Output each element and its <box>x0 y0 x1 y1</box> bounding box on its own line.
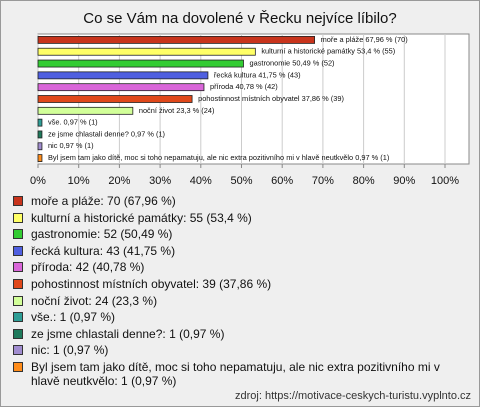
legend-swatch <box>13 295 23 306</box>
x-tick-label: 0% <box>30 175 46 187</box>
x-tick-label: 40% <box>190 175 212 187</box>
bar <box>37 83 205 92</box>
bar-label: vše. 0,97 % (1) <box>48 118 98 127</box>
legend-label: řecká kultura: 43 (41,75 %) <box>31 243 176 258</box>
legend-swatch <box>13 245 23 256</box>
bar <box>37 142 43 151</box>
legend-item: noční život: 24 (23,3 %) <box>13 294 468 308</box>
bar-label: Byl jsem tam jako dítě, moc si toho nepa… <box>48 153 389 162</box>
x-tick-label: 10% <box>68 175 90 187</box>
x-tick-label: 90% <box>393 175 415 187</box>
legend-swatch <box>13 361 23 372</box>
bar <box>37 47 256 56</box>
legend-item: příroda: 42 (40,78 %) <box>13 260 468 274</box>
x-tick-label: 80% <box>353 175 375 187</box>
bar <box>37 106 134 115</box>
legend-label: moře a pláže: 70 (67,96 %) <box>31 194 176 208</box>
legend-swatch <box>13 212 23 223</box>
legend-item: Byl jsem tam jako dítě, moc si toho nepa… <box>13 360 468 388</box>
legend-label: kulturní a historické památky: 55 (53,4 … <box>31 210 252 225</box>
legend-label: gastronomie: 52 (50,49 %) <box>31 227 173 242</box>
legend-swatch <box>13 345 23 356</box>
x-tick-label: 70% <box>312 175 334 187</box>
legend-label: ze jsme chlastali denne?: 1 (0,97 %) <box>31 326 225 341</box>
bar-label: kulturní a historické památky 53,4 % (55… <box>261 47 395 56</box>
bar <box>37 154 43 162</box>
bar <box>37 59 244 68</box>
legend-item: vše.: 1 (0,97 %) <box>13 310 468 324</box>
bar <box>37 36 315 44</box>
legend-label: příroda: 42 (40,78 %) <box>31 260 145 275</box>
legend-item: gastronomie: 52 (50,49 %) <box>13 227 468 241</box>
bar-label: ze jsme chlastali denne? 0,97 % (1) <box>48 129 165 138</box>
legend-label: pohostinnost místních obyvatel: 39 (37,8… <box>31 276 272 291</box>
x-tick-label: 30% <box>149 175 171 187</box>
x-tick-label: 20% <box>108 175 130 187</box>
bar-label: gastronomie 50,49 % (52) <box>249 58 334 67</box>
legend-item: pohostinnost místních obyvatel: 39 (37,8… <box>13 277 468 291</box>
bar-label: nic 0,97 % (1) <box>48 141 94 150</box>
legend-swatch <box>13 229 23 240</box>
legend-swatch <box>13 262 23 273</box>
legend-item: kulturní a historické památky: 55 (53,4 … <box>13 211 468 225</box>
x-tick-label: 50% <box>230 175 252 187</box>
legend-label: nic: 1 (0,97 %) <box>31 343 109 358</box>
bar <box>37 71 209 80</box>
legend-item: nic: 1 (0,97 %) <box>13 343 468 357</box>
legend-label: vše.: 1 (0,97 %) <box>31 310 116 325</box>
bar-label: noční život 23,3 % (24) <box>139 106 215 115</box>
legend-item: řecká kultura: 43 (41,75 %) <box>13 244 468 258</box>
x-tick-label: 60% <box>271 175 293 187</box>
legend-label: Byl jsem tam jako dítě, moc si toho nepa… <box>31 359 440 388</box>
bar-label: pohostinnost místních obyvatel 37,86 % (… <box>198 94 344 103</box>
x-tick-label: 100% <box>431 175 459 187</box>
chart: Co se Vám na dovolené v Řecku nejvíce lí… <box>30 10 470 187</box>
legend: moře a pláže: 70 (67,96 %) kulturní a his… <box>13 194 468 391</box>
legend-label: noční život: 24 (23,3 %) <box>31 293 158 308</box>
legend-item: ze jsme chlastali denne?: 1 (0,97 %) <box>13 327 468 341</box>
bar <box>37 95 193 103</box>
legend-swatch <box>13 278 23 289</box>
chart-title: Co se Vám na dovolené v Řecku nejvíce lí… <box>83 10 397 27</box>
legend-swatch <box>13 328 23 339</box>
bar <box>37 130 43 139</box>
legend-item: moře a pláže: 70 (67,96 %) <box>13 194 468 208</box>
bar <box>37 118 43 127</box>
source: zdroj: https://motivace-ceskych-turistu.… <box>235 390 471 402</box>
bar-label: řecká kultura 41,75 % (43) <box>214 70 301 79</box>
bar-label: příroda 40,78 % (42) <box>210 82 278 91</box>
legend-swatch <box>13 312 23 323</box>
bar-label: moře a pláže 67,96 % (70) <box>321 35 408 44</box>
legend-swatch <box>13 196 23 206</box>
